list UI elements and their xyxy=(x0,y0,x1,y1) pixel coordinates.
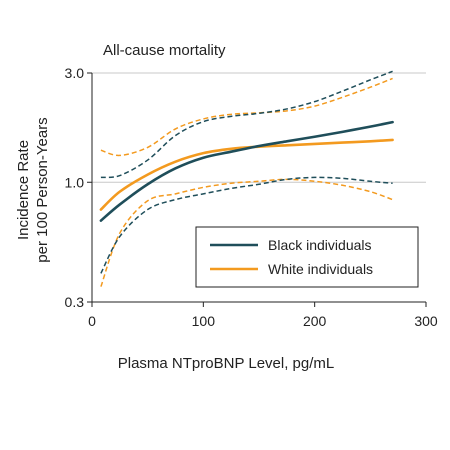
white-individuals-ci-upper-line xyxy=(100,77,393,157)
legend-box xyxy=(195,226,419,288)
y-tick-label: 3.0 xyxy=(65,65,85,81)
legend-label-white-individuals: White individuals xyxy=(268,261,373,277)
x-tick-label: 300 xyxy=(414,313,438,329)
plot-area xyxy=(99,70,394,287)
black-individuals-ci-lower-line xyxy=(100,176,393,274)
legend-label-black-individuals: Black individuals xyxy=(268,237,372,253)
legend: Black individuals White individuals xyxy=(195,226,419,288)
white-individuals-ci-lower-line xyxy=(100,178,393,287)
y-tick-label: 1.0 xyxy=(65,174,85,190)
black-individuals-line xyxy=(99,120,394,222)
y-axis-label-line1: Incidence Rate xyxy=(15,140,32,240)
axes xyxy=(91,73,426,303)
gridlines xyxy=(92,72,426,183)
x-axis-label: Plasma NTproBNP Level, pg/mL xyxy=(118,355,334,372)
x-tick-label: 200 xyxy=(303,313,327,329)
x-axis-ticks: 0 100 200 300 xyxy=(88,302,438,329)
chart-title: All-cause mortality xyxy=(103,42,226,59)
y-axis-label-line2: per 100 Person-Years xyxy=(34,117,51,262)
y-axis-ticks: 0.3 1.0 3.0 xyxy=(65,65,92,310)
x-tick-label: 0 xyxy=(88,313,96,329)
x-tick-label: 100 xyxy=(192,313,216,329)
y-tick-label: 0.3 xyxy=(65,294,85,310)
black-individuals-ci-upper-line xyxy=(100,70,393,179)
white-individuals-line xyxy=(99,138,394,211)
